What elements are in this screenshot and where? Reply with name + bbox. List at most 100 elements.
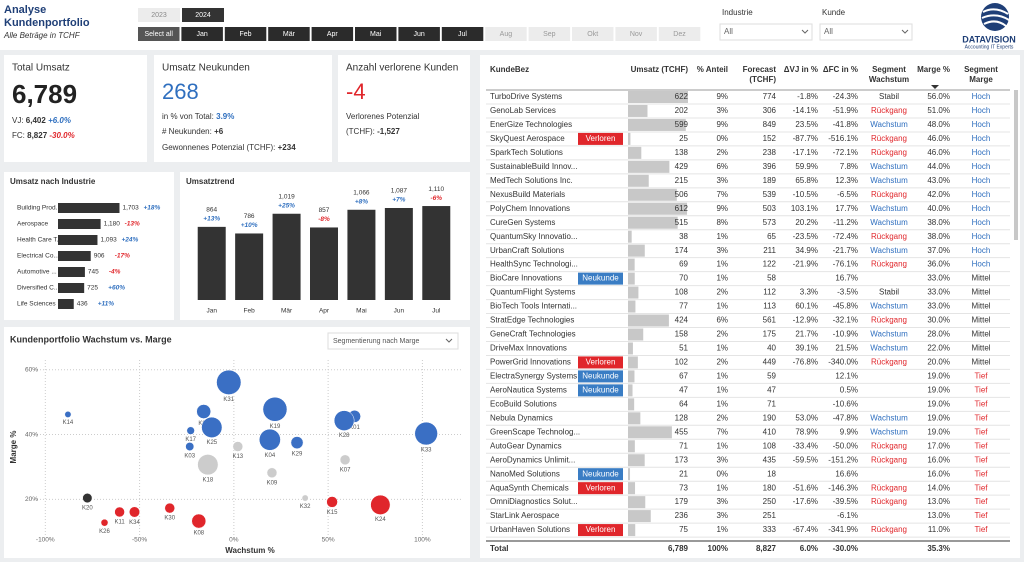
bubble[interactable] [266,467,278,479]
table-cell: Mittel [971,274,990,283]
table-cell: StarLink Aerospace [490,511,560,520]
value-label: 1,019 [278,193,295,200]
month-button[interactable] [181,27,223,41]
bubble[interactable] [232,441,244,452]
table-cell: EnerGize Technologies [490,120,572,129]
table-cell: 435 [763,455,777,464]
dropdown[interactable] [819,23,913,41]
bubble[interactable] [262,396,288,422]
column-header: Segment [964,65,998,74]
month-button[interactable] [138,27,180,41]
month-button[interactable] [572,27,614,41]
point-label: K08 [193,531,204,537]
table-cell: 1% [716,260,728,269]
value-label: 1,093 [100,237,117,244]
change-label: +24% [121,237,138,244]
table-cell: BioCare Innovations [490,274,562,283]
table-cell: Rückgang [871,148,907,157]
bubble[interactable] [100,518,109,527]
table-cell: 424 [675,316,689,325]
bubble[interactable] [216,369,242,395]
bubble[interactable] [301,494,309,502]
chart-title: Kundenportfolio Wachstum vs. Marge [10,334,172,344]
table-cell: Hoch [972,232,991,241]
month-button[interactable] [658,27,701,41]
table-cell: 40 [767,344,776,353]
bar [58,251,91,261]
table-cell: Hoch [972,218,991,227]
table-cell: 17.7% [835,204,858,213]
dropdown[interactable] [327,332,459,350]
bubble[interactable] [201,416,223,438]
table-cell: 33.0% [927,302,950,311]
bubble[interactable] [197,454,219,476]
table-cell: SparkTech Solutions [490,148,563,157]
month-label: Sep [543,31,556,38]
table-cell: 51.0% [927,106,950,115]
year-button[interactable] [138,8,180,22]
column-header: Marge % [917,65,950,74]
umsatz-bar [628,426,672,439]
umsatz-bar [628,216,678,229]
bubble[interactable] [326,496,338,508]
table-cell: AeroNautica Systems [490,385,567,394]
bubble[interactable] [290,436,304,450]
month-button[interactable] [224,27,267,41]
scrollbar[interactable] [1014,90,1018,240]
table-cell: 612 [675,204,689,213]
bubble[interactable] [114,506,125,518]
bubble[interactable] [333,410,355,431]
table-cell: -51.6% [793,483,818,492]
dropdown[interactable] [719,23,813,41]
table-cell: -10.6% [833,399,858,408]
kpi-card [4,55,147,162]
table-cell: GenoLab Services [490,106,556,115]
table-cell: 2% [716,330,728,339]
bubble[interactable] [82,493,93,504]
bubble[interactable] [186,426,195,435]
month-button[interactable] [485,27,527,41]
bubble[interactable] [191,513,207,529]
bubble[interactable] [259,428,281,451]
table-cell: 78.9% [795,427,818,436]
bubble[interactable] [64,411,72,418]
bubble[interactable] [414,421,438,446]
point-label: K03 [184,453,195,459]
table-cell: Rückgang [871,134,907,143]
month-button[interactable] [441,27,484,41]
month-button[interactable] [615,27,657,41]
table-cell: 35.3% [927,544,950,553]
umsatz-bar [628,398,635,411]
month-button[interactable] [311,27,354,41]
table-cell: 19.0% [927,413,950,422]
table-cell: 19.0% [927,399,950,408]
month-button[interactable] [355,27,397,41]
month-label: Jul [458,31,467,38]
month-button[interactable] [398,27,440,41]
value-label: 1,110 [428,186,444,193]
bubble[interactable] [370,494,391,515]
table-cell: 44.0% [927,162,950,171]
table-cell: 108 [675,288,689,297]
bar [58,235,98,245]
column-header: Forecast [743,65,777,74]
bubble[interactable] [339,454,351,466]
status-label: Verloren [586,525,616,534]
label: FC: [12,131,25,140]
bubble[interactable] [185,442,195,451]
month-button[interactable] [528,27,571,41]
bubble[interactable] [129,506,140,518]
status-label: Verloren [586,358,616,367]
table-cell: 128 [675,413,689,422]
table-cell: Mittel [971,288,990,297]
table-cell: 2% [716,288,728,297]
year-button[interactable] [182,8,224,22]
table-cell: 71 [767,399,776,408]
umsatz-bar [628,244,645,257]
table-cell: 122 [763,260,777,269]
bubble[interactable] [164,502,176,514]
month-button[interactable] [268,27,310,41]
bubble[interactable] [196,404,212,419]
table-cell: BioTech Tools Internati... [490,302,577,311]
